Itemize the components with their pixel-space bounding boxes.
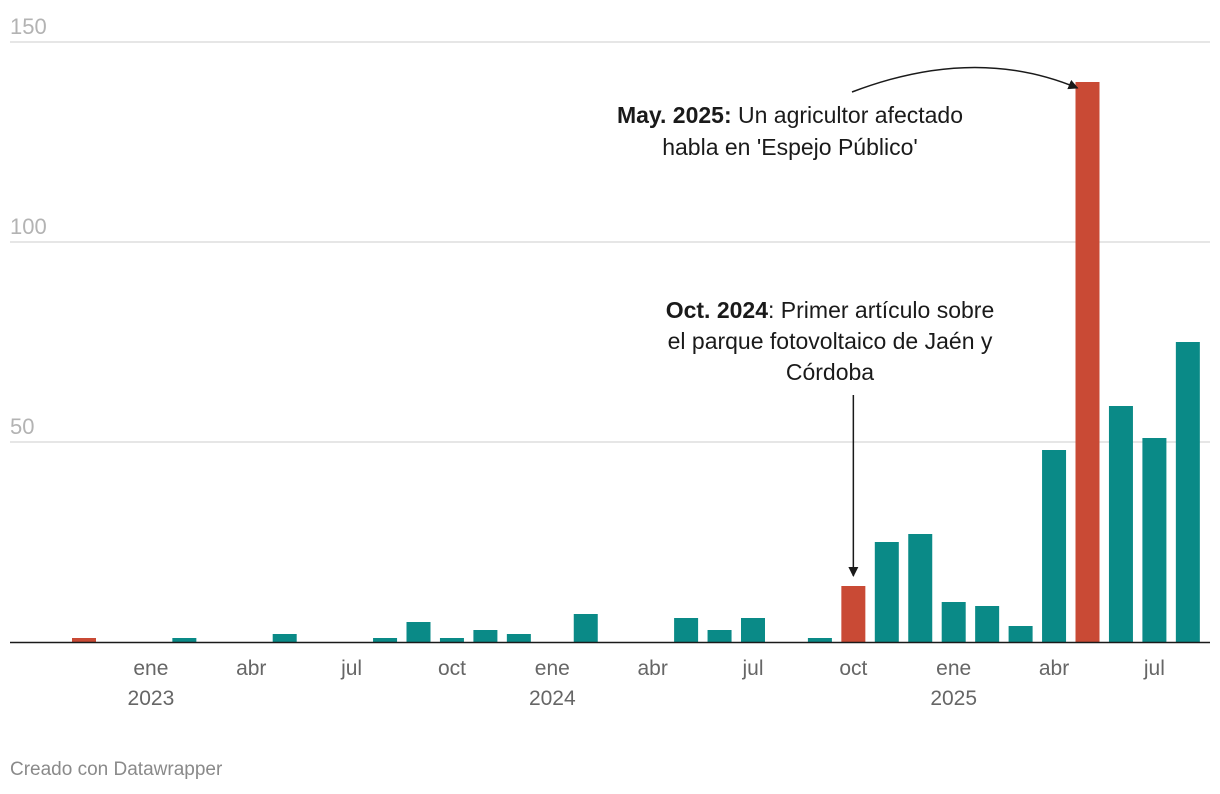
bar-2025-05 <box>1075 82 1100 642</box>
x-tick-label: jul <box>340 657 362 680</box>
bar-2022-11 <box>72 638 96 642</box>
bar-2025-08 <box>1175 342 1200 642</box>
bar-2024-10 <box>841 586 866 642</box>
x-year-label: 2025 <box>930 687 977 710</box>
x-tick-label: jul <box>741 657 763 680</box>
annotation-may-2025-line1: May. 2025: Un agricultor afectado <box>617 102 963 128</box>
annotation-may-2025-arrow <box>851 66 1079 93</box>
x-tick-label: ene <box>535 657 570 680</box>
y-tick-label: 50 <box>10 414 34 439</box>
bar-2024-02 <box>573 614 598 642</box>
y-tick-label: 150 <box>10 14 47 39</box>
annotation-may-2025-text: Un agricultor afectado <box>732 102 963 128</box>
bar-2023-10 <box>439 638 464 642</box>
x-year-label: 2024 <box>529 687 576 710</box>
bar-2024-12 <box>908 534 933 642</box>
annotation-may-2025-date: May. 2025: <box>617 102 732 128</box>
bar-2025-03 <box>1008 626 1033 642</box>
bar-2023-08 <box>373 638 398 642</box>
y-tick-label: 100 <box>10 214 47 239</box>
bar-2023-12 <box>506 634 531 642</box>
credit-text: Creado con Datawrapper <box>10 759 223 780</box>
annotation-oct-2024-line1: Oct. 2024: Primer artículo sobre <box>666 297 995 323</box>
x-tick-label: ene <box>133 657 168 680</box>
bar-2023-05 <box>272 634 297 642</box>
bar-2025-06 <box>1108 406 1133 642</box>
bar-2024-09 <box>807 638 832 642</box>
bar-2025-04 <box>1042 450 1067 642</box>
bar-2024-06 <box>707 630 732 642</box>
x-tick-label: oct <box>438 657 466 680</box>
annotation-oct-2024-line2: el parque fotovoltaico de Jaén y <box>668 328 993 354</box>
bar-2024-05 <box>674 618 699 642</box>
x-tick-label: oct <box>839 657 867 680</box>
annotation-oct-2024-text: : Primer artículo sobre <box>768 297 994 323</box>
bar-2025-07 <box>1142 438 1167 642</box>
bar-2025-01 <box>941 602 966 642</box>
bar-2025-02 <box>975 606 1000 642</box>
x-tick-label: jul <box>1143 657 1165 680</box>
annotation-may-2025-line2: habla en 'Espejo Público' <box>662 134 918 160</box>
x-tick-label: abr <box>637 657 667 680</box>
bar-2023-09 <box>406 622 431 642</box>
annotation-oct-2024-date: Oct. 2024 <box>666 297 768 323</box>
bar-2023-02 <box>172 638 197 642</box>
bar-2023-11 <box>473 630 498 642</box>
bar-2024-07 <box>741 618 765 642</box>
annotation-oct-2024-line3: Córdoba <box>786 359 874 385</box>
x-tick-label: abr <box>236 657 266 680</box>
x-tick-label: abr <box>1039 657 1069 680</box>
bar-2024-11 <box>874 542 899 642</box>
x-tick-label: ene <box>936 657 971 680</box>
x-year-label: 2023 <box>128 687 175 710</box>
